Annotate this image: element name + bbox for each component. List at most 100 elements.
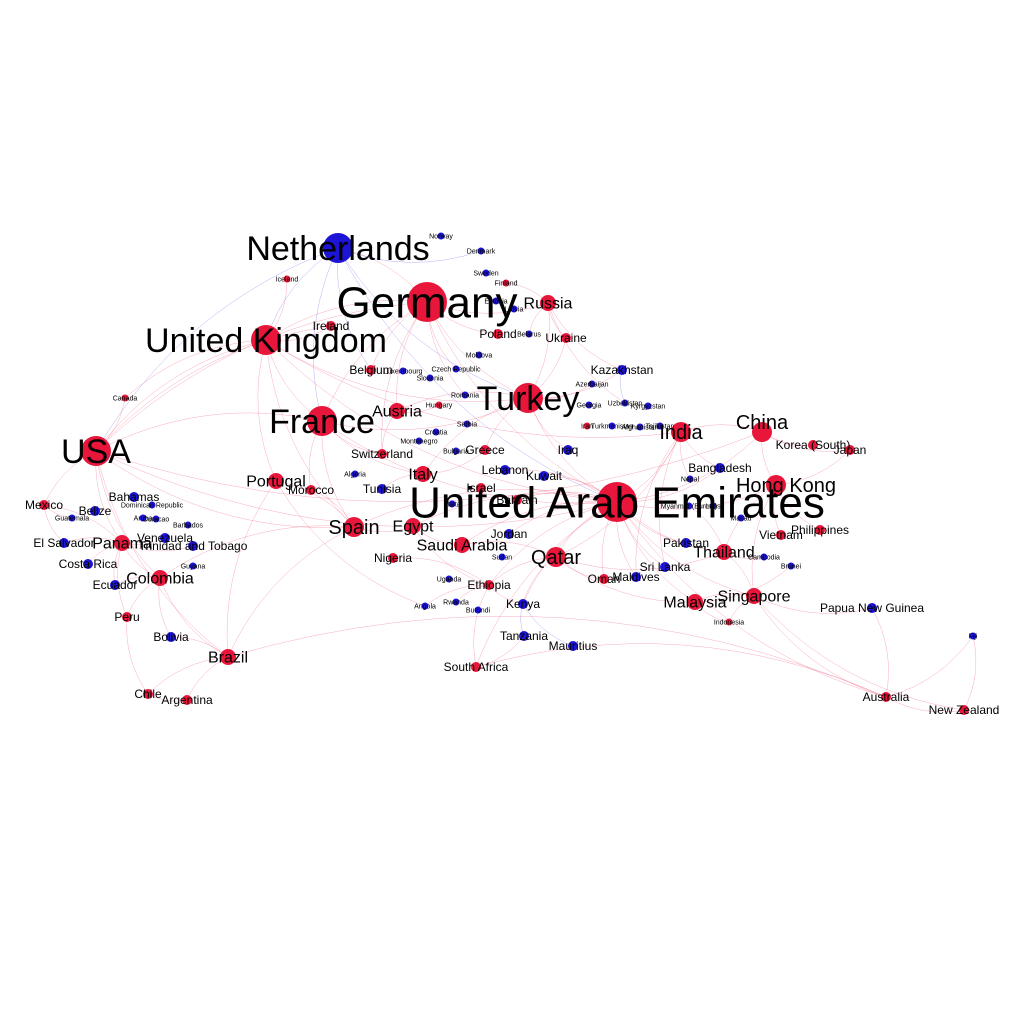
- node-china: [752, 422, 772, 442]
- node-panama: [114, 535, 130, 551]
- node-label-brunei: Brunei: [781, 563, 802, 570]
- edge-russia-uzbekistan: [547, 302, 626, 404]
- node-kazakhstan: [617, 365, 627, 375]
- node-venezuela: [160, 533, 170, 543]
- node-label-rwanda: Rwanda: [443, 599, 469, 606]
- edge-uk-portugal: [257, 339, 277, 482]
- node-label-algeria: Algeria: [344, 471, 366, 478]
- edge-australia-brazil: [227, 615, 887, 698]
- node-tunisia: [377, 484, 387, 494]
- node-estonia: [492, 297, 500, 305]
- node-label-papua: Papua New Guinea: [820, 601, 924, 615]
- node-bangladesh: [715, 463, 725, 473]
- node-aruba: [139, 514, 147, 522]
- edge-uk-spain: [265, 339, 355, 528]
- node-denmark: [477, 247, 485, 255]
- node-label-switzerland: Switzerland: [351, 447, 413, 461]
- node-myanmar: [685, 502, 693, 510]
- node-label-panama: Panama: [92, 536, 152, 553]
- node-label-azerbaijan: Azerbaijan: [575, 381, 608, 388]
- node-label-uganda: Uganda: [437, 576, 462, 583]
- edge-india-srilanka: [659, 431, 682, 568]
- node-ethiopia: [484, 580, 494, 590]
- node-label-ecuador: Ecuador: [93, 578, 138, 592]
- node-malta: [448, 500, 456, 508]
- node-label-poland: Poland: [479, 327, 516, 341]
- node-italy: [415, 466, 431, 482]
- node-norway: [437, 232, 445, 240]
- node-label-saudi: Saudi Arabia: [417, 538, 508, 555]
- node-laos: [709, 502, 717, 510]
- node-label-india: India: [659, 422, 703, 444]
- node-elsalvador: [59, 538, 69, 548]
- node-label-guatemala: Guatemala: [55, 515, 89, 522]
- node-costarica: [83, 559, 93, 569]
- node-label-russia: Russia: [524, 296, 573, 313]
- node-korea: [808, 440, 818, 450]
- node-label-vietnam: Vietnam: [759, 528, 803, 542]
- edge-panama-mexico: [43, 504, 123, 544]
- node-label-serbia: Serbia: [457, 421, 477, 428]
- node-croatia: [432, 428, 440, 436]
- node-label-bahamas: Bahamas: [109, 490, 160, 504]
- node-label-tanzania: Tanzania: [500, 629, 548, 643]
- node-bahrain: [512, 495, 522, 505]
- edge-netherlands-france: [313, 247, 339, 422]
- node-label-uk: United Kingdom: [145, 322, 387, 360]
- node-singapore: [746, 588, 762, 604]
- node-label-italy: Italy: [408, 467, 437, 484]
- node-label-hungary: Hungary: [426, 402, 453, 409]
- node-hongkong: [766, 475, 786, 495]
- node-oman: [599, 574, 609, 584]
- node-france: [307, 406, 337, 436]
- node-label-colombia: Colombia: [126, 571, 194, 588]
- node-macau: [737, 514, 745, 522]
- node-label-slovenia: Slovenia: [417, 375, 444, 382]
- node-uae: [597, 482, 637, 522]
- node-label-dominican: Dominican Republic: [121, 502, 184, 509]
- node-kyrgyzstan: [644, 402, 652, 410]
- edge-uae-singapore: [616, 501, 755, 597]
- node-label-belize: Belize: [79, 504, 112, 518]
- node-romania: [461, 391, 469, 399]
- node-label-luxembourg: Luxembourg: [384, 368, 423, 375]
- node-label-iceland: Iceland: [276, 276, 299, 283]
- node-label-macau: Macau: [730, 515, 751, 522]
- edge-hongkong-singapore: [751, 484, 777, 597]
- node-srilanka: [660, 562, 670, 572]
- node-label-malaysia: Malaysia: [663, 595, 726, 612]
- node-label-moldova: Moldova: [466, 352, 493, 359]
- node-label-peru: Peru: [114, 610, 139, 624]
- node-label-belarus: Belarus: [517, 331, 541, 338]
- node-label-portugal: Portugal: [246, 474, 306, 491]
- node-israel: [476, 483, 486, 493]
- node-chile: [143, 689, 153, 699]
- node-label-brazil: Brazil: [208, 650, 248, 667]
- node-label-philippines: Philippines: [791, 523, 849, 537]
- node-label-israel: Israel: [466, 481, 495, 495]
- node-colombia: [152, 570, 168, 586]
- edge-australia-southafrica: [475, 643, 887, 698]
- node-label-sudan: Sudan: [492, 554, 512, 561]
- node-label-curacao: Curacao: [143, 516, 170, 523]
- node-label-laos: Laos: [705, 503, 721, 510]
- edge-kenya-mauritius: [522, 603, 574, 647]
- node-australia: [881, 692, 891, 702]
- node-label-kyrgyzstan: Kyrgyzstan: [631, 403, 666, 410]
- node-label-cambodia: Cambodia: [748, 554, 780, 561]
- node-label-korea: Korea (South): [776, 438, 851, 452]
- node-russia: [540, 295, 556, 311]
- node-bolivia: [166, 632, 176, 642]
- node-label-uzbekistan: Uzbekistan: [608, 400, 643, 407]
- edge-france-usa: [95, 412, 323, 452]
- node-pakistan: [681, 538, 691, 548]
- node-latvia: [510, 305, 518, 313]
- node-label-denmark: Denmark: [467, 248, 496, 255]
- node-label-qatar: Qatar: [531, 547, 581, 569]
- edge-germany-uk: [265, 300, 428, 341]
- node-maldives: [631, 572, 641, 582]
- edge-qatar-malaysia: [555, 556, 696, 603]
- edge-uk-usa: [95, 339, 267, 452]
- edge-usa-colombia: [95, 450, 161, 579]
